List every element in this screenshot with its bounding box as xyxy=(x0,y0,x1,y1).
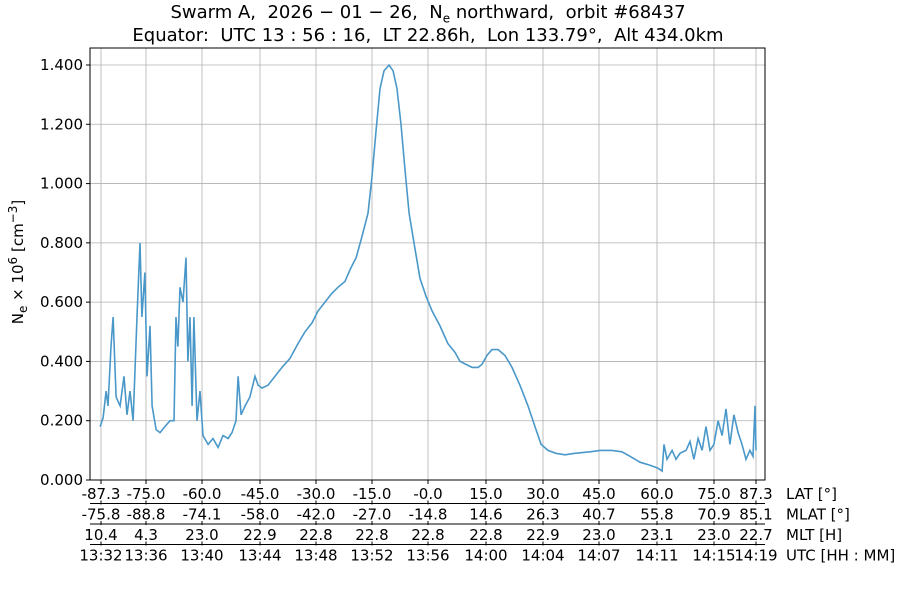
x-tick-label: 14:15 xyxy=(692,547,735,565)
x-tick-label: 13:56 xyxy=(406,547,449,565)
x-tick-label: 14:11 xyxy=(635,547,678,565)
x-tick-label: 55.8 xyxy=(640,506,673,524)
x-tick-label: 13:48 xyxy=(294,547,337,565)
x-tick-label: 23.0 xyxy=(185,526,218,544)
chart-title-line1: Swarm A, 2026 − 01 − 26, Ne northward, o… xyxy=(0,2,856,26)
x-tick-label: -87.3 xyxy=(82,485,121,503)
x-tick-label: 14:00 xyxy=(464,547,507,565)
y-tick-label: 1.000 xyxy=(40,175,83,193)
y-tick-label: 1.400 xyxy=(40,56,83,74)
x-tick-label: -45.0 xyxy=(241,485,280,503)
x-tick-label: 4.3 xyxy=(134,526,158,544)
x-tick-label: 22.8 xyxy=(411,526,444,544)
plot-frame xyxy=(89,47,766,481)
x-tick-label: 13:36 xyxy=(124,547,167,565)
x-tick-label: 23.0 xyxy=(697,526,730,544)
chart-title-line2: Equator: UTC 13 : 56 : 16, LT 22.86h, Lo… xyxy=(132,25,724,46)
x-tick-label: 26.3 xyxy=(526,506,559,524)
y-tick-label: 0.600 xyxy=(40,293,83,311)
x-axis-label: MLT [H] xyxy=(786,526,842,544)
title-text: Swarm A, 2026 − 01 − 26, N xyxy=(170,2,443,23)
x-tick-label: 13:52 xyxy=(350,547,393,565)
x-tick-label: -0.0 xyxy=(413,485,442,503)
x-tick-label: 14:04 xyxy=(521,547,564,565)
y-tick-label: 0.000 xyxy=(40,471,83,489)
x-tick-label: -27.0 xyxy=(353,506,392,524)
x-tick-label: 14.6 xyxy=(469,506,502,524)
x-tick-label: 70.9 xyxy=(697,506,730,524)
x-tick-label: -60.0 xyxy=(183,485,222,503)
x-tick-label: 22.9 xyxy=(526,526,559,544)
x-tick-label: 14:19 xyxy=(734,547,777,565)
title-subscript: e xyxy=(442,11,451,26)
x-tick-label: -74.1 xyxy=(183,506,222,524)
x-tick-label: 13:32 xyxy=(79,547,122,565)
y-tick-label: 0.800 xyxy=(40,234,83,252)
x-tick-label: -14.8 xyxy=(409,506,448,524)
x-tick-label: -88.8 xyxy=(127,506,166,524)
x-tick-label: 13:40 xyxy=(180,547,223,565)
title-text-end: northward, orbit #68437 xyxy=(450,2,686,23)
x-tick-label: 40.7 xyxy=(582,506,615,524)
x-tick-label: 60.0 xyxy=(640,485,673,503)
x-tick-label: 22.9 xyxy=(243,526,276,544)
x-tick-label: -58.0 xyxy=(241,506,280,524)
x-tick-label: 23.0 xyxy=(582,526,615,544)
x-tick-label: 85.1 xyxy=(739,506,772,524)
x-tick-label: 23.1 xyxy=(640,526,673,544)
x-tick-label: -42.0 xyxy=(297,506,336,524)
x-tick-label: 45.0 xyxy=(582,485,615,503)
x-tick-label: 87.3 xyxy=(739,485,772,503)
x-tick-label: -75.8 xyxy=(82,506,121,524)
x-tick-label: 22.8 xyxy=(299,526,332,544)
y-tick-label: 0.200 xyxy=(40,412,83,430)
y-tick-label: 0.400 xyxy=(40,352,83,370)
x-tick-label: 30.0 xyxy=(526,485,559,503)
x-tick-label: -15.0 xyxy=(353,485,392,503)
x-tick-label: 15.0 xyxy=(469,485,502,503)
y-tick-label: 1.200 xyxy=(40,115,83,133)
x-axis-label: LAT [°] xyxy=(786,485,837,503)
x-axis-label: UTC [HH : MM] xyxy=(786,547,895,565)
x-tick-label: -75.0 xyxy=(127,485,166,503)
x-tick-label: 22.8 xyxy=(355,526,388,544)
x-tick-label: 22.8 xyxy=(469,526,502,544)
x-tick-label: 13:44 xyxy=(238,547,281,565)
x-tick-label: 10.4 xyxy=(84,526,117,544)
x-tick-label: 22.7 xyxy=(739,526,772,544)
x-tick-label: -30.0 xyxy=(297,485,336,503)
x-tick-label: 75.0 xyxy=(697,485,730,503)
x-axis-label: MLAT [°] xyxy=(786,506,850,524)
x-tick-label: 14:07 xyxy=(577,547,620,565)
